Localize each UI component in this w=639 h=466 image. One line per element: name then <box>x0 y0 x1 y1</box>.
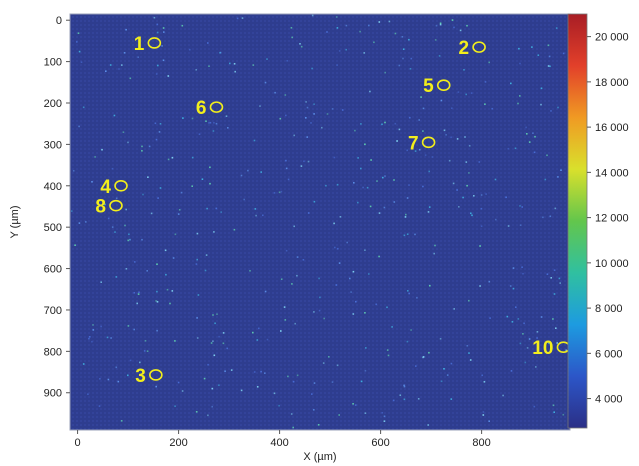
marker-ring-4 <box>114 179 128 192</box>
y-tick-label: 800 <box>44 346 62 358</box>
marker-label-3: 3 <box>135 366 146 387</box>
x-tick-label: 600 <box>371 437 389 449</box>
marker-label-10: 10 <box>532 338 553 359</box>
marker-ring-8 <box>109 199 123 212</box>
marker-ring-7 <box>421 136 436 149</box>
marker-label-4: 4 <box>100 177 111 198</box>
colorbar-tick-label: 10 000 <box>595 258 629 270</box>
heatmap-speckles <box>71 14 567 429</box>
colorbar-tick-label: 18 000 <box>595 77 629 89</box>
colorbar-tick-label: 16 000 <box>595 122 629 134</box>
marker-label-7: 7 <box>408 133 419 154</box>
marker-label-8: 8 <box>95 197 106 218</box>
x-tick-label: 0 <box>75 437 81 449</box>
colorbar <box>567 13 588 429</box>
marker-label-5: 5 <box>423 76 434 97</box>
y-tick-label: 500 <box>44 222 62 234</box>
colorbar-tick-label: 14 000 <box>595 167 629 179</box>
x-tick-label: 800 <box>472 437 490 449</box>
colorbar-tick-label: 6 000 <box>595 348 623 360</box>
marker-ring-6 <box>209 101 224 113</box>
y-tick-label: 0 <box>56 15 62 27</box>
x-tick-label: 200 <box>169 437 187 449</box>
y-tick-label: 200 <box>44 98 62 110</box>
y-axis-title: Y (µm) <box>9 205 21 238</box>
colorbar-tick-label: 12 000 <box>595 213 629 225</box>
marker-ring-1 <box>147 37 162 49</box>
heatmap-area <box>70 14 570 430</box>
x-axis-title: X (µm) <box>303 451 336 463</box>
y-tick-label: 600 <box>44 264 62 276</box>
colorbar-tick-label: 8 000 <box>595 303 623 315</box>
y-tick-label: 400 <box>44 181 62 193</box>
marker-label-2: 2 <box>459 38 470 59</box>
marker-ring-5 <box>436 79 451 91</box>
y-tick-label: 900 <box>44 388 62 400</box>
x-tick-label: 400 <box>270 437 288 449</box>
marker-ring-3 <box>149 369 163 381</box>
marker-label-6: 6 <box>196 98 207 119</box>
y-tick-label: 100 <box>44 57 62 69</box>
y-tick-label: 300 <box>44 139 62 151</box>
marker-ring-2 <box>472 41 486 53</box>
colorbar-tick-label: 20 000 <box>595 32 629 44</box>
marker-label-1: 1 <box>134 34 145 55</box>
y-tick-label: 700 <box>44 305 62 317</box>
colorbar-tick-label: 4 000 <box>595 394 623 406</box>
